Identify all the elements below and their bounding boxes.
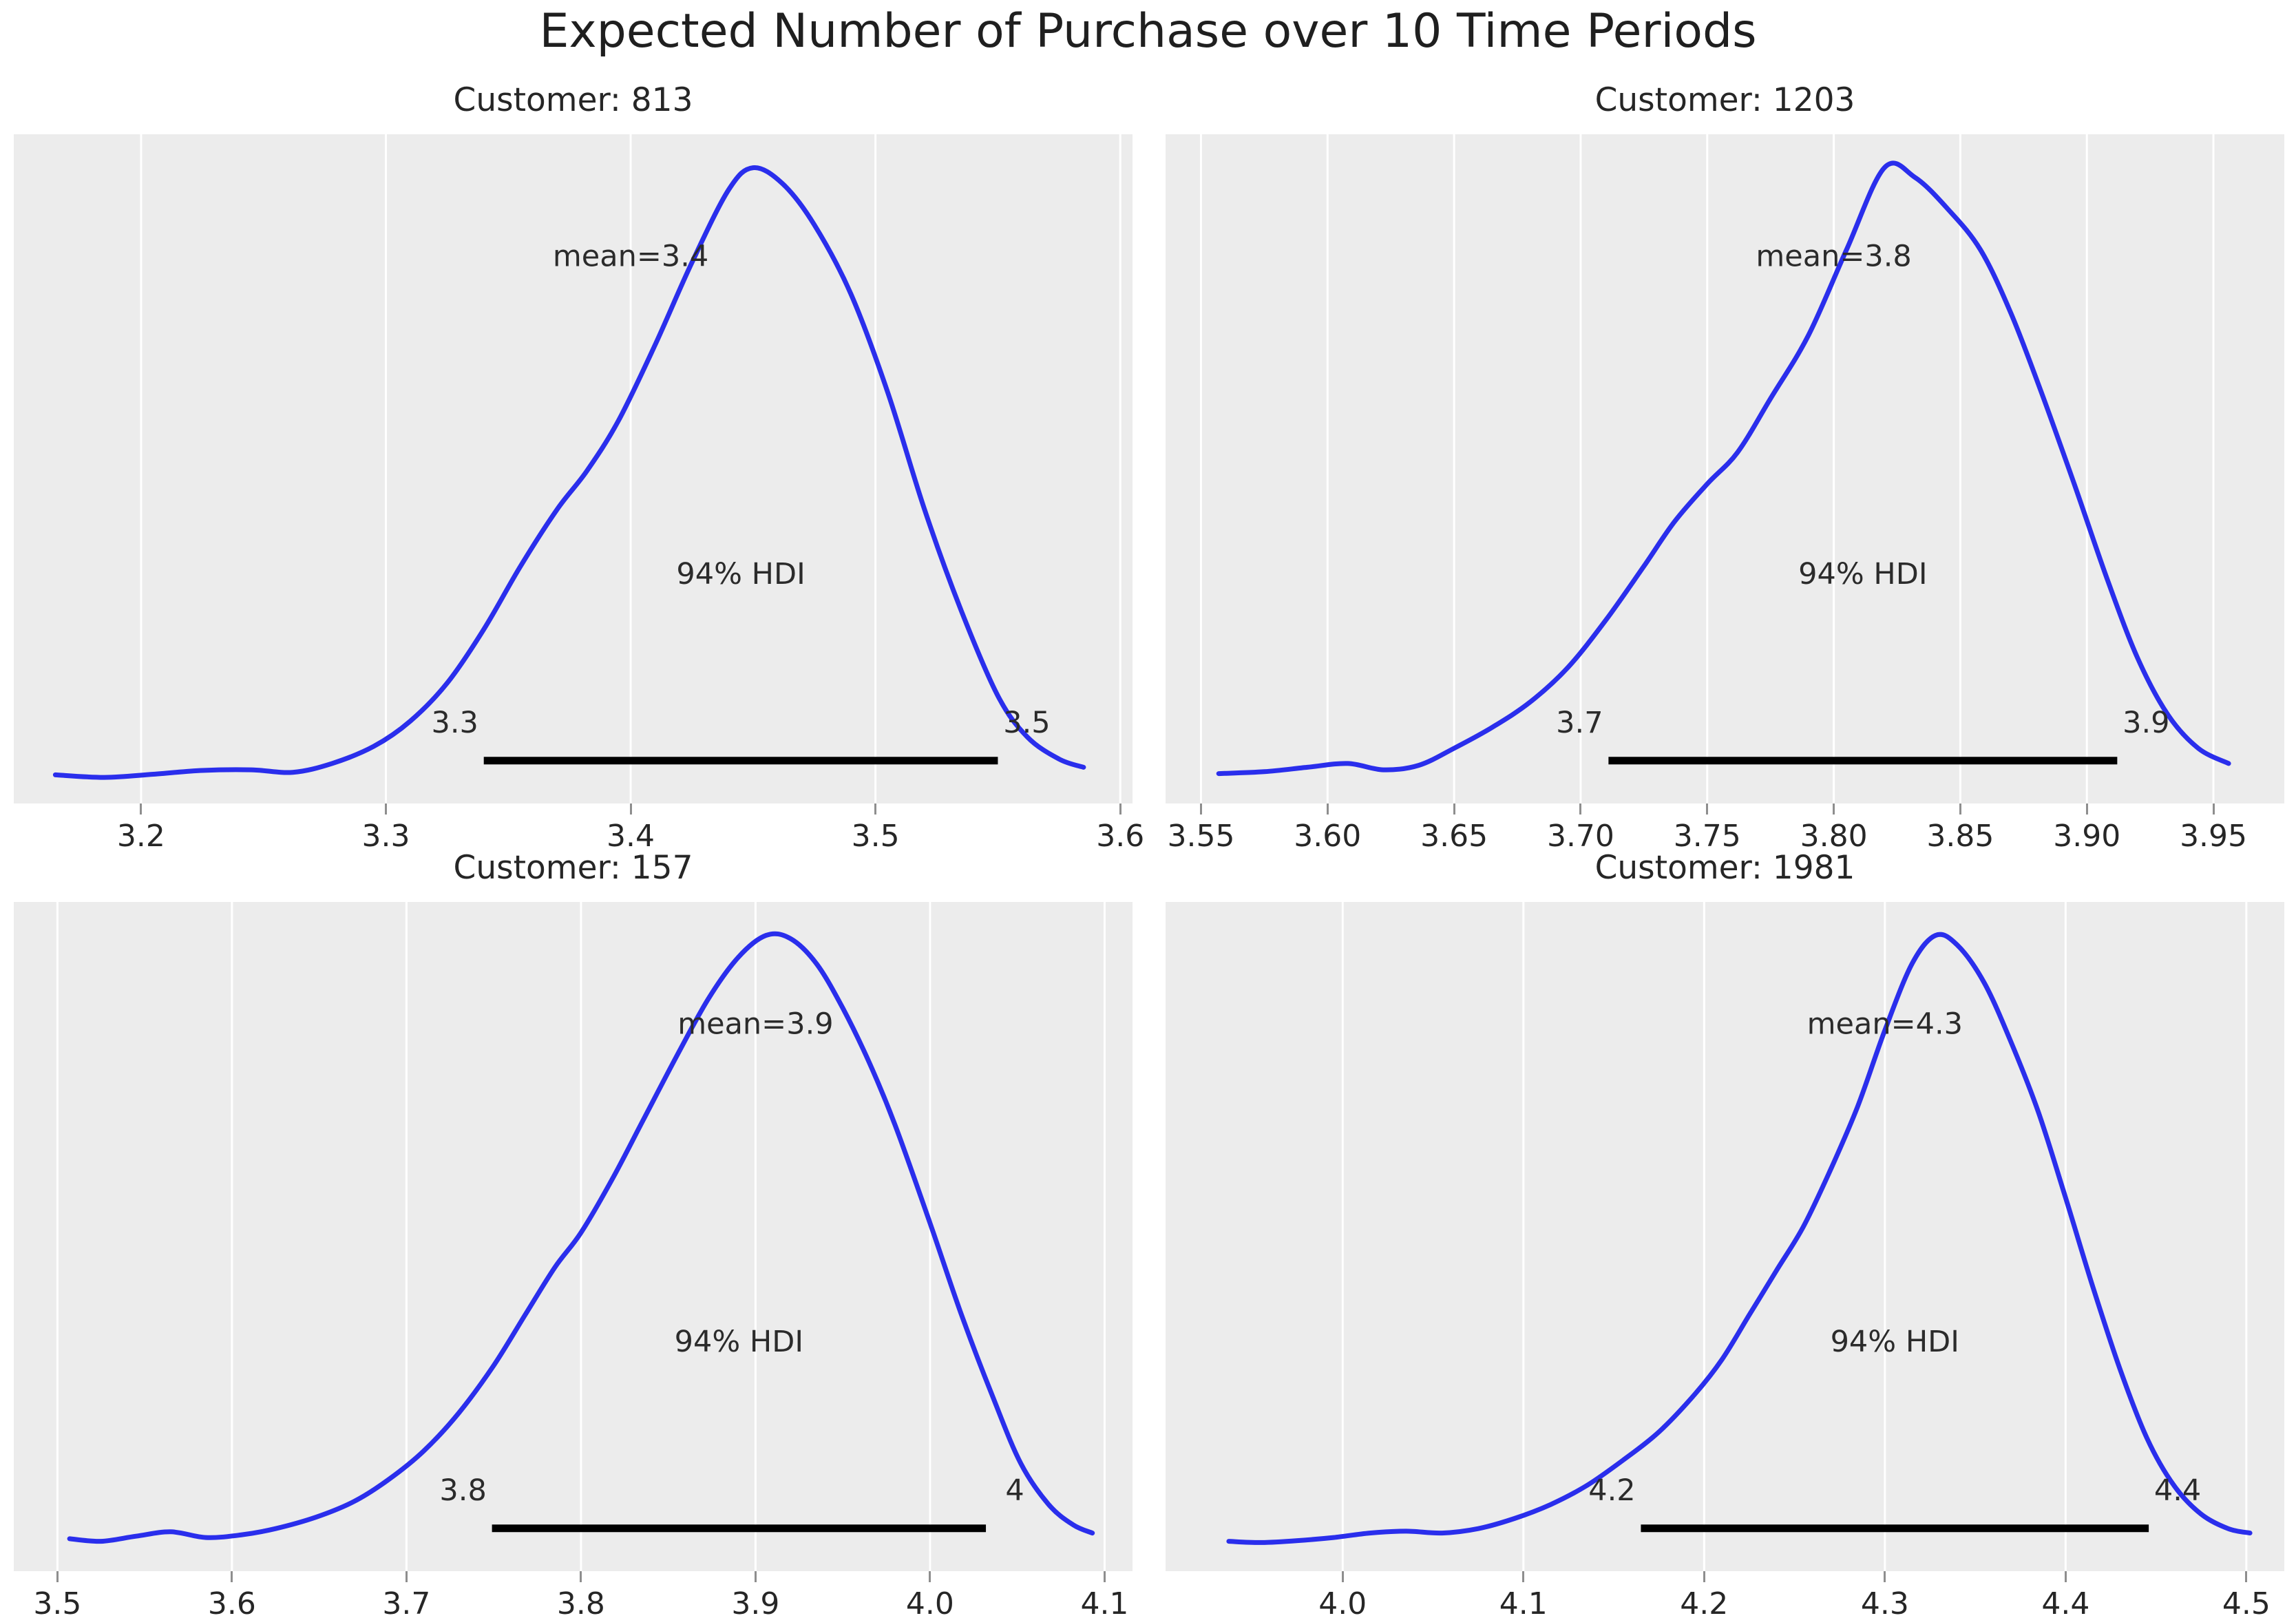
tick-mark [1884,1571,1886,1582]
kde-svg: mean=3.9 94% HDI 3.8 4 [56,902,1106,1571]
tick-label: 4.0 [905,1586,954,1618]
tick-mark [1103,1571,1106,1582]
kde-plot-1: mean=3.4 94% HDI 3.3 3.5 [14,134,1133,803]
tick-label: 3.80 [1800,819,1868,854]
tick-mark [1706,803,1709,815]
tick-mark [231,1571,233,1582]
hdi-lower-label: 3.7 [1556,706,1603,740]
tick-mark [1453,803,1455,815]
tick-label: 4.3 [1860,1586,1909,1618]
tick-label: 3.2 [116,819,165,854]
tick-label: 3.6 [1096,819,1145,854]
tick-mark [2212,803,2215,815]
hdi-upper-label: 4.4 [2154,1473,2201,1508]
tick-mark [1959,803,1961,815]
subplot-title: Customer: 813 [453,81,693,119]
tick-label: 4.4 [2041,1586,2090,1618]
tick-mark [1833,803,1835,815]
hdi-annotation: 94% HDI [1831,1325,1959,1359]
mean-annotation: mean=3.9 [677,1007,833,1041]
tick-label: 3.70 [1546,819,1614,854]
tick-label: 3.55 [1167,819,1235,854]
hdi-lower-label: 3.3 [432,706,478,740]
kde-plot-2: mean=3.8 94% HDI 3.7 3.9 [1166,134,2284,803]
tick-label: 3.95 [2180,819,2248,854]
tick-mark [1326,803,1329,815]
tick-mark [1579,803,1582,815]
tick-mark [2085,803,2088,815]
tick-label: 3.65 [1420,819,1488,854]
mean-annotation: mean=3.4 [553,239,708,273]
subplot-title: Customer: 1981 [1594,849,1855,887]
tick-label: 4.5 [2222,1586,2271,1618]
tick-label: 4.2 [1680,1586,1729,1618]
tick-mark [754,1571,757,1582]
tick-mark [929,1571,931,1582]
hdi-upper-label: 3.9 [2123,706,2169,740]
hdi-lower-label: 4.2 [1588,1473,1635,1508]
figure-title: Expected Number of Purchase over 10 Time… [539,4,1757,59]
subplot-title: Customer: 1203 [1594,81,1855,119]
tick-label: 3.90 [2053,819,2121,854]
tick-label: 3.5 [851,819,900,854]
hdi-annotation: 94% HDI [676,557,805,591]
tick-label: 4.0 [1318,1586,1367,1618]
tick-mark [1341,1571,1344,1582]
kde-curve [1216,160,2231,777]
tick-mark [1522,1571,1525,1582]
tick-mark [56,1571,59,1582]
tick-mark [1703,1571,1705,1582]
kde-curve [52,165,1086,780]
tick-label: 3.75 [1673,819,1741,854]
tick-mark [405,1571,408,1582]
hdi-upper-label: 4 [1005,1473,1024,1508]
tick-label: 3.6 [207,1586,256,1618]
kde-curve [67,931,1095,1544]
tick-mark [2064,1571,2067,1582]
hdi-annotation: 94% HDI [1798,557,1927,591]
kde-curve [1226,932,2253,1545]
hdi-annotation: 94% HDI [675,1325,803,1359]
mean-annotation: mean=4.3 [1807,1007,1963,1041]
hdi-lower-label: 3.8 [439,1473,486,1508]
tick-label: 4.1 [1499,1586,1548,1618]
tick-mark [580,1571,582,1582]
tick-label: 3.5 [33,1586,82,1618]
kde-svg: mean=3.4 94% HDI 3.3 3.5 [52,134,1121,803]
hdi-upper-label: 3.5 [1003,706,1050,740]
tick-mark [1199,803,1202,815]
tick-label: 3.7 [382,1586,431,1618]
tick-label: 4.1 [1080,1586,1129,1618]
kde-svg: mean=4.3 94% HDI 4.2 4.4 [1226,902,2253,1571]
tick-label: 3.60 [1294,819,1362,854]
kde-plot-4: mean=4.3 94% HDI 4.2 4.4 [1166,902,2284,1571]
tick-label: 3.8 [556,1586,605,1618]
tick-label: 3.85 [1926,819,1994,854]
mean-annotation: mean=3.8 [1756,239,1911,273]
tick-mark [1119,803,1121,815]
subplot-title: Customer: 157 [453,849,693,887]
tick-mark [140,803,143,815]
tick-label: 3.4 [607,819,655,854]
tick-mark [384,803,387,815]
kde-svg: mean=3.8 94% HDI 3.7 3.9 [1199,134,2231,803]
tick-mark [629,803,632,815]
tick-label: 3.9 [731,1586,780,1618]
kde-plot-3: mean=3.9 94% HDI 3.8 4 [14,902,1133,1571]
tick-mark [874,803,877,815]
tick-mark [2245,1571,2248,1582]
tick-label: 3.3 [361,819,410,854]
